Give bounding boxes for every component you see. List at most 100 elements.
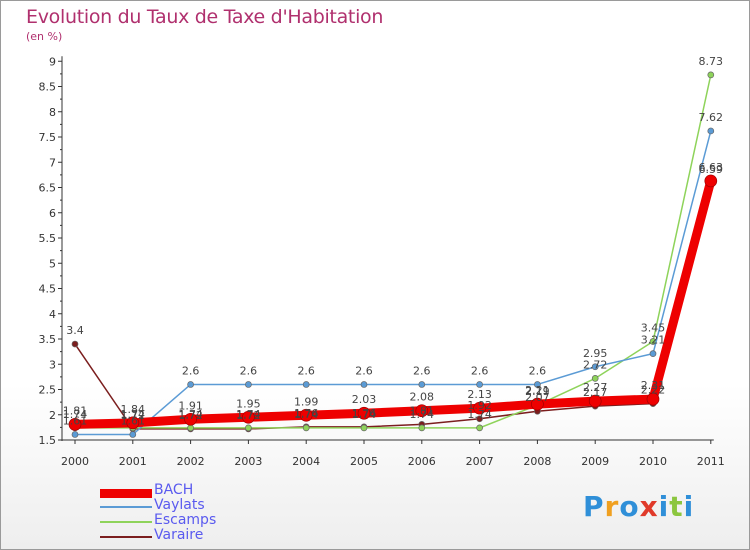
legend-swatch-escamps bbox=[100, 521, 152, 523]
data-point-bach bbox=[299, 408, 313, 422]
y-tick-label: 4.5 bbox=[39, 283, 57, 296]
y-tick-label: 3.5 bbox=[39, 333, 57, 346]
data-label-bach: 1.95 bbox=[236, 397, 261, 410]
data-point-vaylats bbox=[649, 350, 657, 357]
series-line-varaire bbox=[74, 182, 712, 430]
legend-swatch-bach bbox=[100, 489, 152, 498]
x-tick-label: 2010 bbox=[639, 455, 667, 468]
x-tick-label: 2011 bbox=[697, 455, 725, 468]
data-label-vaylats: 3.21 bbox=[641, 334, 666, 347]
data-point-bach bbox=[184, 412, 197, 426]
y-tick-label: 8 bbox=[49, 106, 56, 119]
data-point-varaire bbox=[476, 415, 483, 423]
data-point-bach bbox=[704, 174, 718, 188]
data-label-vaylats: 2.6 bbox=[355, 364, 373, 377]
legend-label-escamps: Escamps bbox=[154, 512, 217, 528]
y-tick-label: 4 bbox=[49, 308, 56, 321]
x-tick-label: 2007 bbox=[466, 455, 494, 468]
x-tick-label: 2000 bbox=[61, 455, 89, 468]
y-tick-label: 2.5 bbox=[39, 384, 57, 397]
data-label-varaire: 1.92 bbox=[467, 399, 492, 412]
data-point-vaylats bbox=[534, 381, 541, 388]
data-label-vaylats: 1.61 bbox=[121, 414, 146, 427]
chart-subtitle: (en %) bbox=[26, 30, 63, 43]
legend-swatch-varaire bbox=[100, 536, 152, 538]
y-tick-label: 3 bbox=[49, 358, 56, 371]
data-label-vaylats: 2.6 bbox=[297, 364, 315, 377]
data-label-bach: 1.81 bbox=[63, 404, 88, 417]
series-line-vaylats bbox=[75, 130, 712, 436]
data-point-vaylats bbox=[187, 381, 194, 388]
data-point-vaylats bbox=[591, 363, 599, 371]
proxiti-logo: Proxiti bbox=[583, 490, 695, 523]
y-tick-label: 2 bbox=[49, 409, 56, 422]
data-label-escamps: 1.74 bbox=[236, 408, 261, 421]
data-label-escamps: 1.74 bbox=[121, 408, 146, 421]
data-label-vaylats: 2.6 bbox=[182, 364, 200, 377]
data-point-escamps bbox=[187, 424, 194, 432]
data-point-escamps bbox=[476, 424, 483, 432]
x-tick-label: 2006 bbox=[408, 455, 436, 468]
chart-title: Evolution du Taux de Taxe d'Habitation bbox=[26, 6, 384, 28]
data-label-vaylats: 2.6 bbox=[529, 364, 547, 377]
x-tick-label: 2003 bbox=[234, 455, 262, 468]
data-label-bach: 1.84 bbox=[121, 403, 146, 416]
data-label-escamps: 2.72 bbox=[583, 358, 608, 371]
data-label-vaylats: 2.95 bbox=[583, 347, 608, 360]
x-tick-label: 2009 bbox=[581, 455, 609, 468]
data-label-escamps: 2.19 bbox=[525, 385, 550, 398]
legend-item-varaire: Varaire bbox=[100, 527, 260, 545]
data-point-bach bbox=[126, 416, 140, 430]
y-tick-label: 9 bbox=[49, 55, 56, 68]
x-tick-label: 2004 bbox=[292, 455, 320, 468]
data-label-escamps: 3.45 bbox=[641, 322, 666, 335]
y-tick-label: 7.5 bbox=[39, 131, 57, 144]
data-label-bach: 1.99 bbox=[294, 395, 319, 408]
data-point-vaylats bbox=[707, 127, 715, 135]
data-label-varaire: 1.76 bbox=[352, 407, 377, 420]
legend-item-escamps: Escamps bbox=[100, 512, 260, 530]
data-point-vaylats bbox=[360, 381, 368, 388]
legend-label-varaire: Varaire bbox=[154, 527, 204, 543]
data-point-bach bbox=[531, 397, 544, 411]
y-tick-label: 8.5 bbox=[39, 81, 57, 94]
data-label-varaire: 1.72 bbox=[178, 409, 203, 422]
data-point-vaylats bbox=[302, 381, 310, 388]
data-label-varaire: 1.81 bbox=[410, 404, 435, 417]
data-label-varaire: 1.72 bbox=[236, 409, 261, 422]
data-label-escamps: 8.73 bbox=[699, 55, 724, 68]
legend-swatch-vaylats bbox=[100, 506, 152, 508]
data-label-escamps: 1.74 bbox=[467, 408, 492, 421]
data-point-vaylats bbox=[245, 381, 252, 388]
data-label-varaire: 1.72 bbox=[121, 409, 146, 422]
x-tick-label: 2002 bbox=[177, 455, 205, 468]
legend-item-bach: BACH bbox=[100, 482, 260, 500]
data-point-bach bbox=[415, 404, 429, 418]
data-label-vaylats: 1.61 bbox=[63, 414, 88, 427]
legend-item-vaylats: Vaylats bbox=[100, 497, 260, 515]
series-line-escamps bbox=[75, 74, 712, 429]
data-point-escamps bbox=[418, 424, 426, 432]
data-point-escamps bbox=[302, 424, 310, 432]
data-point-bach bbox=[646, 392, 660, 406]
data-label-vaylats: 2.6 bbox=[471, 364, 489, 377]
y-tick-label: 5.5 bbox=[39, 232, 57, 245]
data-label-escamps: 1.74 bbox=[178, 408, 203, 421]
y-tick-label: 6.5 bbox=[39, 182, 57, 195]
data-label-bach: 6.63 bbox=[699, 161, 724, 174]
data-point-bach bbox=[242, 410, 255, 424]
y-tick-label: 5 bbox=[49, 257, 56, 270]
data-label-varaire: 2.17 bbox=[583, 386, 608, 399]
data-point-vaylats bbox=[71, 431, 79, 438]
data-label-bach: 2.13 bbox=[467, 388, 492, 401]
data-label-vaylats: 7.62 bbox=[699, 111, 724, 124]
x-tick-label: 2001 bbox=[119, 455, 147, 468]
data-label-escamps: 1.74 bbox=[352, 408, 377, 421]
y-tick-label: 6 bbox=[49, 207, 56, 220]
data-point-vaylats bbox=[129, 431, 137, 438]
data-label-escamps: 1.74 bbox=[410, 408, 435, 421]
data-point-bach bbox=[357, 406, 371, 420]
data-label-bach: 2.27 bbox=[583, 381, 608, 394]
